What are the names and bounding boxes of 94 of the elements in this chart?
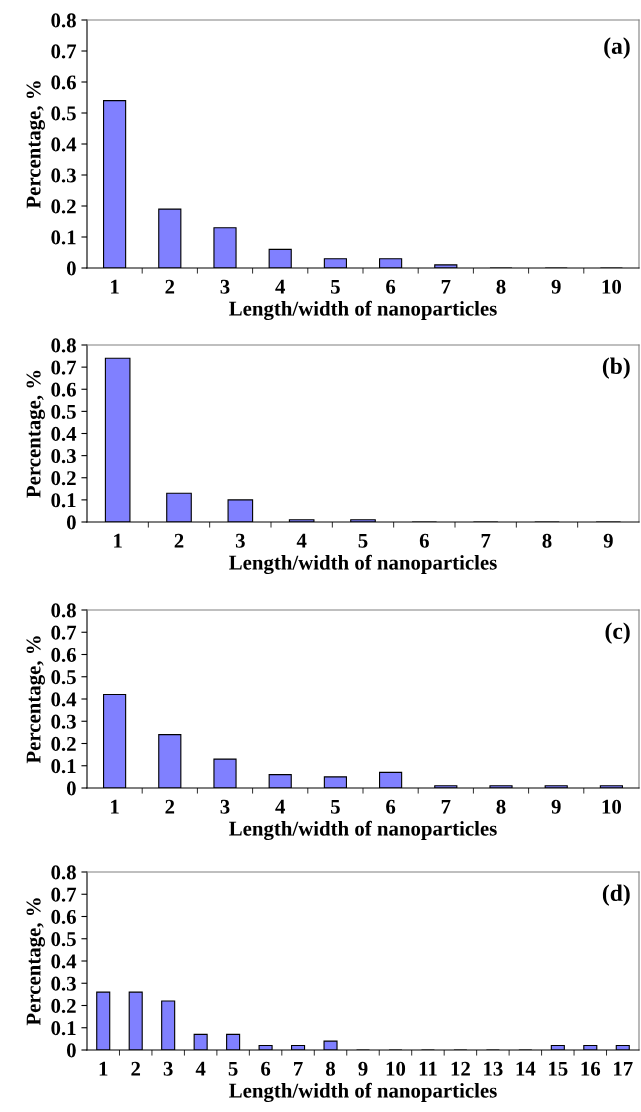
x-tick-label: 9 xyxy=(358,1061,368,1076)
x-tick-label: 3 xyxy=(220,799,230,814)
x-tick-label: 2 xyxy=(165,279,175,294)
x-tick-label: 8 xyxy=(542,533,552,548)
annotation: (d) xyxy=(602,884,630,906)
x-tick-label: 6 xyxy=(261,1061,271,1076)
x-tick-label: 5 xyxy=(331,799,340,814)
x-tick-label: 12 xyxy=(451,1061,470,1076)
x-tick-label: 10 xyxy=(386,1061,406,1076)
x-tick-label: 10 xyxy=(602,279,622,294)
y-tick-label: 0.2 xyxy=(51,998,76,1014)
y-tick-label: 0.4 xyxy=(51,137,77,152)
x-tick-label: 7 xyxy=(441,799,451,814)
y-tick-label: 0.7 xyxy=(51,625,77,640)
x-axis-title: Length/width of nanoparticles xyxy=(229,300,497,321)
y-tick-label: 0.3 xyxy=(51,976,76,991)
y-tick-label: 0.3 xyxy=(51,449,76,464)
x-tick-label: 6 xyxy=(419,533,429,548)
x-tick-label: 7 xyxy=(441,279,451,294)
x-tick-label: 7 xyxy=(294,1061,303,1076)
x-tick-label: 8 xyxy=(496,279,506,294)
y-tick-label: 0.6 xyxy=(51,647,76,663)
y-tick-label: 0.8 xyxy=(51,603,76,618)
x-tick-label: 2 xyxy=(131,1061,141,1076)
y-tick-label: 0 xyxy=(66,261,76,276)
y-axis-title: Percentage, % xyxy=(26,370,45,498)
x-tick-label: 9 xyxy=(551,279,561,294)
y-tick-label: 0.6 xyxy=(51,909,76,925)
x-tick-label: 3 xyxy=(220,279,230,294)
x-tick-label: 8 xyxy=(496,799,506,814)
x-axis-title: Length/width of nanoparticles xyxy=(229,820,497,841)
y-tick-label: 0.2 xyxy=(51,471,76,486)
y-tick-label: 0.8 xyxy=(51,865,76,880)
x-tick-label: 14 xyxy=(516,1061,536,1076)
y-axis-title: Percentage, % xyxy=(26,81,45,209)
annotation: (b) xyxy=(602,357,630,379)
x-axis-title: Length/width of nanoparticles xyxy=(229,1082,497,1103)
x-tick-label: 10 xyxy=(602,799,622,814)
y-tick-label: 0.8 xyxy=(51,338,76,353)
y-tick-label: 0.1 xyxy=(51,493,76,508)
x-tick-label: 15 xyxy=(549,1061,568,1076)
y-axis-title: Percentage, % xyxy=(26,636,45,764)
y-tick-label: 0.1 xyxy=(51,759,76,774)
y-tick-label: 0 xyxy=(66,1043,76,1058)
y-tick-label: 0.4 xyxy=(51,954,77,969)
y-tick-label: 0.5 xyxy=(51,932,76,947)
y-tick-label: 0.5 xyxy=(51,106,76,121)
x-tick-label: 5 xyxy=(331,279,340,294)
x-tick-label: 1 xyxy=(111,279,119,294)
y-tick-label: 0.1 xyxy=(51,1021,76,1036)
y-tick-label: 0 xyxy=(66,781,76,796)
y-tick-label: 0.5 xyxy=(51,670,76,685)
x-tick-label: 4 xyxy=(195,1061,206,1076)
x-tick-label: 1 xyxy=(99,1061,108,1076)
x-tick-label: 13 xyxy=(484,1061,503,1076)
x-tick-label: 3 xyxy=(163,1061,173,1076)
x-tick-label: 5 xyxy=(228,1061,238,1076)
annotation: (c) xyxy=(605,622,630,644)
y-tick-label: 0.1 xyxy=(51,230,76,245)
y-tick-label: 0.3 xyxy=(51,714,76,729)
y-tick-label: 0.6 xyxy=(51,75,76,90)
x-tick-label: 6 xyxy=(386,279,396,294)
x-tick-label: 9 xyxy=(603,533,613,548)
x-tick-label: 11 xyxy=(419,1061,437,1076)
x-axis-title: Length/width of nanoparticles xyxy=(229,554,497,575)
x-tick-label: 7 xyxy=(481,533,491,548)
x-tick-label: 9 xyxy=(551,799,561,814)
x-tick-label: 1 xyxy=(114,533,122,548)
x-tick-label: 1 xyxy=(111,799,119,814)
x-tick-label: 8 xyxy=(326,1061,336,1076)
x-tick-label: 4 xyxy=(275,279,286,294)
x-tick-label: 16 xyxy=(581,1061,601,1076)
y-tick-label: 0.7 xyxy=(51,44,77,59)
y-tick-label: 0.6 xyxy=(51,382,76,397)
y-tick-label: 0.7 xyxy=(51,360,77,375)
x-tick-label: 4 xyxy=(275,799,286,814)
y-tick-label: 0.4 xyxy=(51,692,77,707)
y-tick-label: 0.2 xyxy=(51,199,76,214)
y-tick-label: 0.2 xyxy=(51,736,76,752)
x-tick-label: 3 xyxy=(235,533,245,548)
x-tick-label: 4 xyxy=(296,533,307,548)
x-tick-label: 2 xyxy=(165,799,175,814)
y-tick-label: 0.7 xyxy=(51,887,77,902)
annotation: (a) xyxy=(604,37,630,59)
x-tick-label: 6 xyxy=(386,799,396,814)
y-tick-label: 0.8 xyxy=(51,13,76,28)
x-tick-label: 5 xyxy=(358,533,368,548)
y-tick-label: 0.5 xyxy=(51,404,76,419)
y-tick-label: 0.4 xyxy=(51,426,77,442)
y-axis-title: Percentage, % xyxy=(26,898,45,1026)
y-tick-label: 0 xyxy=(66,515,76,530)
y-tick-label: 0.3 xyxy=(51,168,76,183)
x-tick-label: 2 xyxy=(174,533,184,548)
x-tick-label: 17 xyxy=(614,1061,633,1076)
